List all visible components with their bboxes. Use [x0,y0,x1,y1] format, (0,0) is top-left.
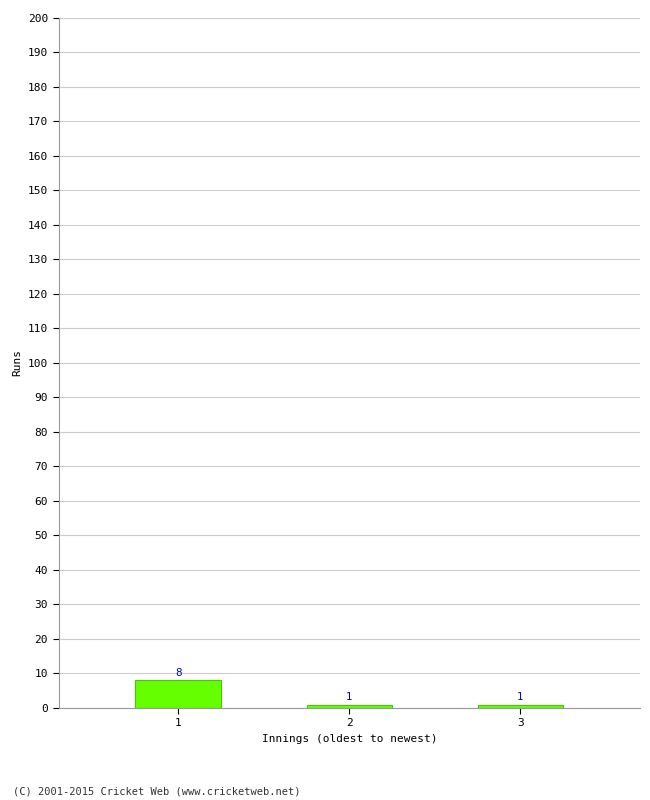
Text: 1: 1 [517,692,524,702]
Text: 8: 8 [175,668,181,678]
X-axis label: Innings (oldest to newest): Innings (oldest to newest) [261,734,437,744]
Y-axis label: Runs: Runs [12,350,22,376]
Bar [478,705,564,708]
Text: 1: 1 [346,692,353,702]
Bar [135,680,221,708]
Text: (C) 2001-2015 Cricket Web (www.cricketweb.net): (C) 2001-2015 Cricket Web (www.cricketwe… [13,786,300,796]
Bar [307,705,392,708]
